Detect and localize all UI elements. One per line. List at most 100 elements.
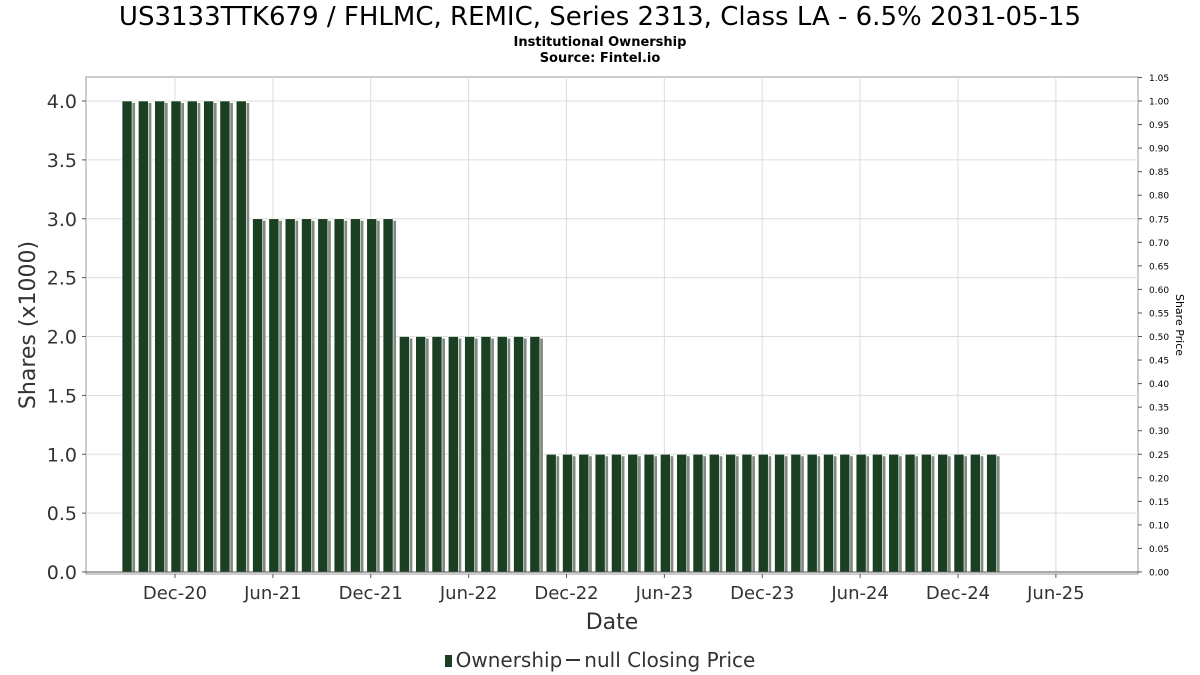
y2-tick-label: 0.10 <box>1149 521 1169 531</box>
ownership-bar <box>121 100 133 573</box>
ownership-bar <box>986 453 997 573</box>
ownership-bar <box>415 336 426 573</box>
ownership-bar <box>953 453 965 573</box>
ownership-bar <box>301 218 312 573</box>
y2-tick-label: 0.05 <box>1149 545 1169 555</box>
x-tick-label: Dec-24 <box>926 583 990 604</box>
y2-tick-label: 0.15 <box>1149 498 1169 508</box>
ownership-bar <box>431 336 443 573</box>
y2-tick-label: 0.30 <box>1149 427 1169 437</box>
y2-tick-label: 0.65 <box>1149 262 1169 272</box>
ownership-bar <box>725 453 736 573</box>
y2-tick-label: 0.55 <box>1149 309 1169 319</box>
y2-tick-label: 0.40 <box>1149 380 1169 390</box>
ownership-bar <box>611 453 622 573</box>
y2-tick-label: 0.80 <box>1149 192 1169 202</box>
ownership-bar <box>692 453 704 573</box>
ownership-bar <box>823 453 834 573</box>
y-tick-label: 3.5 <box>47 150 77 172</box>
ownership-bar <box>774 453 785 573</box>
ownership-bar <box>496 336 508 573</box>
x-axis-label: Date <box>586 610 639 635</box>
ownership-bar <box>235 100 247 573</box>
y2-tick-label: 0.35 <box>1149 404 1169 414</box>
x-tick-label: Dec-21 <box>339 583 403 604</box>
y2-tick-label: 0.45 <box>1149 357 1169 367</box>
ownership-bar <box>676 453 687 573</box>
x-tick-label: Jun-22 <box>439 583 498 604</box>
y-tick-label: 1.5 <box>47 385 77 407</box>
y-tick-label: 2.0 <box>47 327 77 349</box>
ownership-bar <box>284 218 296 573</box>
ownership-bar <box>970 453 981 573</box>
ownership-bar <box>839 453 851 573</box>
ownership-bar <box>627 453 639 573</box>
ownership-bar <box>545 453 557 573</box>
y2-tick-label: 0.20 <box>1149 474 1169 484</box>
subtitle-source: Source: Fintel.io <box>539 51 661 66</box>
ownership-bar <box>660 453 671 573</box>
ownership-bar <box>594 453 606 573</box>
ownership-bar <box>937 453 948 573</box>
ownership-bar <box>790 453 802 573</box>
y-tick-label: 0.5 <box>47 503 77 525</box>
ownership-bar <box>806 453 818 573</box>
ownership-bar <box>203 100 214 573</box>
ownership-bar <box>333 218 345 573</box>
price-legend-line <box>566 659 581 661</box>
ownership-bar <box>382 218 394 573</box>
y-axis-label: Shares (x1000) <box>16 241 41 409</box>
ownership-legend-swatch <box>444 655 452 667</box>
ownership-bar <box>170 100 182 573</box>
ownership-bar <box>448 336 459 573</box>
ownership-bar <box>709 453 720 573</box>
ownership-bar <box>154 100 165 573</box>
ownership-bar <box>317 218 329 573</box>
ownership-bar <box>252 218 263 573</box>
ownership-bar <box>480 336 492 573</box>
ownership-bar <box>350 218 361 573</box>
y-tick-label: 0.0 <box>47 562 77 584</box>
y2-tick-label: 0.75 <box>1149 215 1169 225</box>
x-tick-label: Jun-21 <box>243 583 302 604</box>
price-legend-label: null Closing Price <box>584 648 756 672</box>
y-tick-label: 1.0 <box>47 444 77 466</box>
ownership-bar <box>741 453 753 573</box>
chart-subtitle: Institutional Ownership Source: Fintel.i… <box>0 35 1200 67</box>
ownership-bar <box>888 453 900 573</box>
ownership-legend-label: Ownership <box>455 648 563 672</box>
y2-tick-label: 0.60 <box>1149 286 1169 296</box>
y2-tick-label: 0.50 <box>1149 333 1169 343</box>
ownership-bar <box>138 100 149 573</box>
y2-tick-label: 1.05 <box>1149 74 1169 84</box>
chart-legend: Ownership null Closing Price <box>0 648 1200 672</box>
ownership-bar <box>872 453 883 573</box>
ownership-bar <box>464 336 475 573</box>
x-tick-label: Dec-23 <box>730 583 794 604</box>
ownership-bar <box>268 218 280 573</box>
y2-tick-label: 0.95 <box>1149 121 1169 131</box>
ownership-bar <box>513 336 524 573</box>
ownership-bar <box>643 453 655 573</box>
ownership-bar <box>187 100 198 573</box>
x-axis: Dec-20 Jun-21 Dec-21 Jun-22 Dec-22 Jun-23 Dec-… <box>143 574 1085 604</box>
ownership-bars <box>86 100 1138 573</box>
x-tick-label: Dec-20 <box>143 583 207 604</box>
ownership-bar <box>529 336 541 573</box>
chart-title: US3133TTK679 / FHLMC, REMIC, Series 2313… <box>118 2 1082 32</box>
x-tick-label: Jun-23 <box>635 583 694 604</box>
ownership-bar <box>562 453 573 573</box>
y2-tick-label: 0.70 <box>1149 239 1169 249</box>
y2-axis-label: Share Price <box>1173 294 1186 356</box>
y-tick-label: 2.5 <box>47 268 77 290</box>
y2-tick-label: 0.25 <box>1149 451 1169 461</box>
x-tick-label: Jun-25 <box>1026 583 1085 604</box>
ownership-bar <box>578 453 590 573</box>
ownership-bar <box>757 453 769 573</box>
y2-tick-label: 0.00 <box>1149 569 1169 579</box>
subtitle-ownership: Institutional Ownership <box>513 35 687 50</box>
ownership-bar <box>219 100 231 573</box>
y2-tick-label: 1.00 <box>1149 98 1169 108</box>
y-axis: 0.0 0.5 1.0 1.5 2.0 2.5 3.0 3.5 4.0 <box>47 91 86 584</box>
